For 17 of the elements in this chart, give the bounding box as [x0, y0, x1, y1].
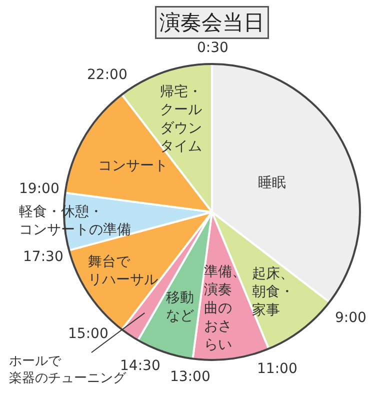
slice-label: 舞台でリハーサル — [88, 254, 158, 288]
slice-label: 移動など — [166, 290, 194, 324]
text: 15:00 — [68, 326, 108, 342]
slice-label: 準備、演奏曲のおさらい — [204, 264, 246, 353]
slice-label: 睡眠 — [258, 175, 286, 191]
text: 17:30 — [23, 249, 64, 265]
text: 9:00 — [335, 310, 366, 326]
slice-label: コンサート — [98, 158, 168, 174]
slice-label: 帰宅・クールダウンタイム — [160, 84, 202, 155]
text: 14:30 — [120, 358, 160, 374]
text: 11:00 — [257, 361, 298, 377]
slice-label: 起床、朝食・家事 — [252, 266, 294, 318]
chart-title: 演奏会当日 — [160, 10, 264, 34]
text: 0:30 — [197, 40, 228, 56]
text: 13:00 — [170, 369, 210, 385]
text: 22:00 — [87, 67, 128, 83]
text: 19:00 — [19, 181, 60, 197]
